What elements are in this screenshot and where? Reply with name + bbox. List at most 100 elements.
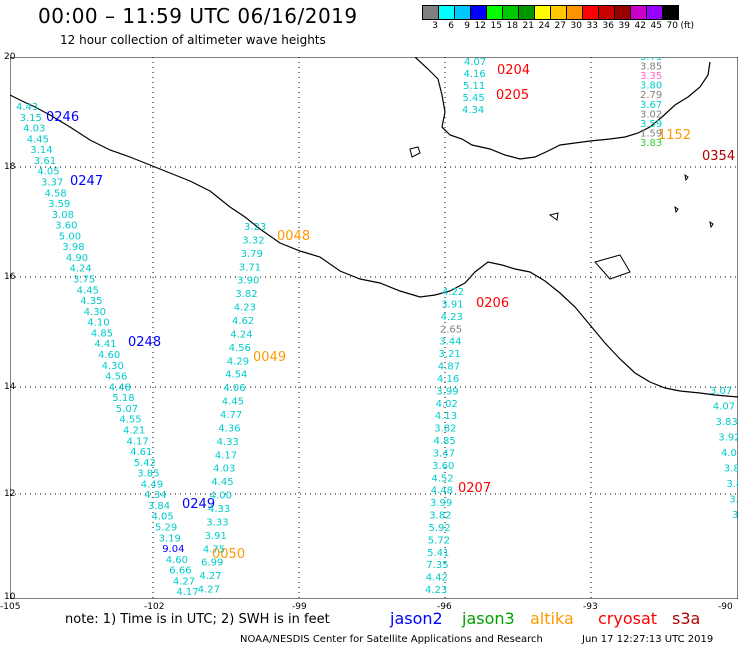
wave-height-value: 5.41 — [427, 548, 449, 559]
colorbar-tick-label: 18 — [506, 21, 518, 31]
lat-label: 18 — [4, 162, 16, 172]
colorbar-swatch — [550, 5, 567, 20]
wave-height-value: 4.45 — [222, 397, 244, 408]
wave-height-value: 4.07 — [713, 402, 735, 413]
wave-height-value: 4.34 — [144, 490, 166, 501]
wave-height-value: 4.29 — [227, 356, 249, 367]
wave-height-value: 4.48 — [431, 486, 453, 497]
colorbar-tick-label: 6 — [448, 21, 454, 31]
wave-height-value: 4.27 — [198, 585, 220, 596]
wave-height-value: 4.48 — [109, 382, 131, 393]
wave-height-value: 4.41 — [94, 339, 116, 350]
wave-height-value: 3.02 — [640, 109, 662, 120]
colorbar-swatch — [614, 5, 631, 20]
pass-label: 0205 — [496, 88, 529, 103]
colorbar-tick-label: 42 — [634, 21, 646, 31]
wave-height-value: 3.71 — [239, 262, 261, 273]
wave-height-value: 4.05 — [152, 512, 174, 523]
wave-height-value: 3.83 — [724, 464, 738, 475]
legend-jason3: jason3 — [462, 609, 515, 628]
wave-height-value: 3.07 — [710, 386, 732, 397]
wave-height-value: 3.47 — [433, 448, 455, 459]
wave-height-value: 3.44 — [439, 337, 461, 348]
wave-height-value: 3.82 — [434, 424, 456, 435]
map-subtitle: 12 hour collection of altimeter wave hei… — [60, 33, 326, 47]
colorbar-tick-label: (ft) — [680, 21, 694, 31]
wave-height-value: 3.25 — [729, 495, 738, 506]
wave-height-value: 4.23 — [441, 312, 463, 323]
map-frame — [10, 57, 738, 599]
wave-height-value: 4.45 — [27, 134, 49, 145]
colorbar-tick-label: 30 — [570, 21, 582, 31]
wave-height-value: 6.99 — [201, 558, 223, 569]
colorbar-tick-label: 15 — [490, 21, 502, 31]
colorbar-swatch — [438, 5, 455, 20]
wave-height-value: 5.07 — [116, 404, 138, 415]
pass-label: 0207 — [458, 481, 491, 496]
wave-height-value: 4.30 — [102, 361, 124, 372]
colorbar-swatch — [582, 5, 599, 20]
lat-label: 20 — [4, 52, 16, 62]
wave-height-value: 4.56 — [105, 372, 127, 383]
mexico-coastline — [10, 94, 738, 398]
wave-height-value: 4.13 — [435, 411, 457, 422]
wave-height-value: 3.82 — [429, 511, 451, 522]
colorbar-swatch — [534, 5, 551, 20]
wave-height-value: 4.05 — [721, 448, 738, 459]
colorbar-swatch — [662, 5, 679, 20]
wave-height-value: 3.92 — [718, 433, 738, 444]
wave-height-value: 3.67 — [640, 100, 662, 111]
wave-height-value: 3.59 — [640, 119, 662, 130]
colorbar — [422, 5, 679, 20]
pass-label: 0246 — [46, 110, 79, 125]
wave-height-value: 3.60 — [55, 221, 77, 232]
wave-height-value: 4.33 — [208, 504, 230, 515]
colorbar-tick-label: 45 — [650, 21, 662, 31]
wave-height-value: 4.21 — [123, 426, 145, 437]
map-panel: 0246 0247 0248 0249 0048 0049 0050 0204 0205 0206… — [10, 57, 738, 599]
wave-height-value: 3.79 — [241, 249, 263, 260]
wave-height-value: 3.61 — [34, 156, 56, 167]
legend-jason2: jason2 — [390, 609, 443, 628]
wave-height-value: 4.14 — [196, 598, 218, 599]
wave-height-value: 3.82 — [235, 289, 257, 300]
legend-cryosat: cryosat — [598, 609, 658, 628]
wave-height-value: 4.42 — [426, 573, 448, 584]
wave-height-value: 4.87 — [438, 362, 460, 373]
wave-height-value: 4.60 — [98, 350, 120, 361]
wave-height-value: 4.06 — [223, 383, 245, 394]
wave-height-value: 3.59 — [732, 510, 738, 521]
pass-label: 0354 — [702, 149, 735, 164]
pass-label: 0050 — [212, 547, 245, 562]
wave-height-value: 4.85 — [91, 328, 113, 339]
wave-height-value: 6.66 — [169, 566, 191, 577]
colorbar-swatch — [646, 5, 663, 20]
wave-height-value: 3.19 — [159, 533, 181, 544]
wave-height-value: 4.23 — [425, 585, 447, 596]
wave-height-value: 3.84 — [727, 479, 739, 490]
wave-height-value: 3.33 — [206, 517, 228, 528]
wave-height-value: 4.36 — [218, 423, 240, 434]
colorbar-labels: 3 6 9 12 15 18 21 24 27 30 33 36 39 42 45 70 (ft) — [422, 21, 694, 31]
colorbar-tick-label: 33 — [586, 21, 598, 31]
wave-height-value: 3.91 — [441, 299, 463, 310]
pass-label: 0204 — [497, 63, 530, 78]
colorbar-swatch — [518, 5, 535, 20]
wave-height-value: 3.84 — [148, 501, 170, 512]
generated-timestamp: Jun 17 12:27:13 UTC 2019 — [582, 634, 714, 645]
wave-height-value: 4.02 — [436, 399, 458, 410]
pass-label: 0206 — [476, 296, 509, 311]
wave-height-value: 3.85 — [137, 469, 159, 480]
wave-height-value: 4.00 — [210, 491, 232, 502]
wave-height-value: 3.90 — [237, 276, 259, 287]
yucatan-coastline — [414, 57, 711, 160]
colorbar-swatch — [486, 5, 503, 20]
colorbar-tick-label: 70 — [666, 21, 678, 31]
wave-height-value: 4.05 — [37, 167, 59, 178]
wave-height-value: 3.08 — [52, 210, 74, 221]
wave-height-value: 4.77 — [220, 410, 242, 421]
lon-gridlines — [152, 57, 592, 599]
wave-height-value: 4.35 — [80, 296, 102, 307]
pass-label: 0049 — [253, 350, 286, 365]
wave-height-value: 5.11 — [463, 81, 485, 92]
